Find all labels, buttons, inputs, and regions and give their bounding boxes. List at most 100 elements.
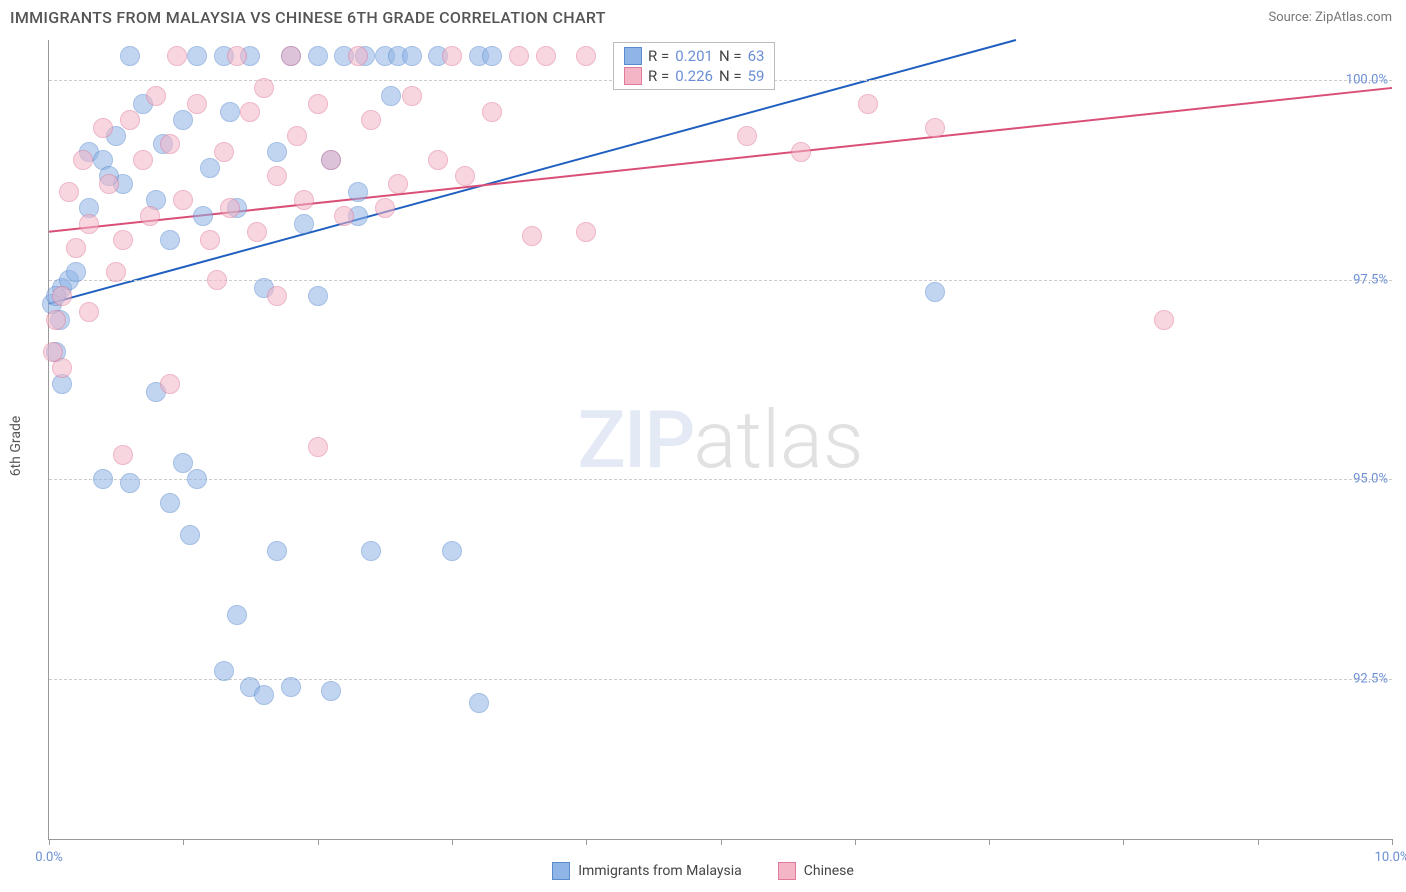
data-point-malaysia: [173, 110, 193, 130]
data-point-malaysia: [214, 661, 234, 681]
data-point-chinese: [106, 262, 126, 282]
x-tick-mark: [1392, 839, 1393, 845]
stat-n-value-chinese: 59: [748, 67, 765, 85]
data-point-malaysia: [348, 182, 368, 202]
watermark-part2: atlas: [693, 393, 863, 487]
x-tick-mark: [721, 839, 722, 845]
data-point-chinese: [187, 94, 207, 114]
data-point-malaysia: [361, 541, 381, 561]
data-point-chinese: [348, 46, 368, 66]
data-point-chinese: [173, 190, 193, 210]
stats-swatch-chinese: [624, 67, 642, 85]
data-point-malaysia: [254, 685, 274, 705]
x-tick-mark: [1258, 839, 1259, 845]
legend-label-malaysia: Immigrants from Malaysia: [578, 863, 742, 879]
data-point-chinese: [160, 134, 180, 154]
data-point-chinese: [482, 102, 502, 122]
data-point-malaysia: [308, 46, 328, 66]
data-point-chinese: [247, 222, 267, 242]
data-point-chinese: [113, 445, 133, 465]
data-point-malaysia: [187, 46, 207, 66]
data-point-malaysia: [267, 142, 287, 162]
data-point-malaysia: [180, 525, 200, 545]
x-tick-mark: [452, 839, 453, 845]
stat-n-label: N =: [719, 47, 742, 65]
watermark: ZIPatlas: [578, 393, 864, 487]
legend-swatch-malaysia: [552, 862, 570, 880]
data-point-chinese: [240, 102, 260, 122]
data-point-malaysia: [93, 469, 113, 489]
stat-n-label: N =: [719, 67, 742, 85]
data-point-chinese: [576, 46, 596, 66]
trend-lines: [49, 40, 1392, 839]
data-point-malaysia: [442, 541, 462, 561]
gridline-h: [49, 479, 1392, 480]
data-point-chinese: [220, 198, 240, 218]
y-axis-label: 6th Grade: [8, 416, 24, 477]
data-point-malaysia: [200, 158, 220, 178]
watermark-part1: ZIP: [578, 393, 694, 487]
data-point-chinese: [334, 206, 354, 226]
data-point-chinese: [120, 110, 140, 130]
data-point-malaysia: [308, 286, 328, 306]
data-point-chinese: [281, 46, 301, 66]
gridline-h: [49, 280, 1392, 281]
data-point-malaysia: [482, 46, 502, 66]
data-point-chinese: [536, 46, 556, 66]
stat-r-value-chinese: 0.226: [675, 67, 713, 85]
data-point-chinese: [214, 142, 234, 162]
data-point-chinese: [858, 94, 878, 114]
data-point-malaysia: [321, 681, 341, 701]
y-tick-label: 92.5%: [1353, 672, 1392, 687]
data-point-malaysia: [160, 230, 180, 250]
data-point-chinese: [140, 206, 160, 226]
x-tick-mark: [1123, 839, 1124, 845]
data-point-chinese: [509, 46, 529, 66]
data-point-chinese: [522, 226, 542, 246]
chart-title: IMMIGRANTS FROM MALAYSIA VS CHINESE 6TH …: [10, 8, 606, 27]
data-point-chinese: [737, 126, 757, 146]
data-point-chinese: [73, 150, 93, 170]
data-point-chinese: [43, 342, 63, 362]
legend-item-chinese: Chinese: [778, 862, 854, 880]
data-point-chinese: [925, 118, 945, 138]
legend-label-chinese: Chinese: [804, 863, 854, 879]
data-point-malaysia: [469, 693, 489, 713]
data-point-chinese: [402, 86, 422, 106]
data-point-malaysia: [281, 677, 301, 697]
data-point-chinese: [308, 437, 328, 457]
data-point-malaysia: [120, 473, 140, 493]
data-point-chinese: [227, 46, 247, 66]
data-point-chinese: [361, 110, 381, 130]
data-point-malaysia: [227, 605, 247, 625]
legend-item-malaysia: Immigrants from Malaysia: [552, 862, 742, 880]
legend-swatch-chinese: [778, 862, 796, 880]
stats-box: R =0.201N =63R =0.226N =59: [613, 42, 775, 90]
data-point-chinese: [1154, 310, 1174, 330]
y-tick-label: 97.5%: [1353, 272, 1392, 287]
data-point-chinese: [308, 94, 328, 114]
chart-header: IMMIGRANTS FROM MALAYSIA VS CHINESE 6TH …: [0, 0, 1406, 35]
x-tick-mark: [855, 839, 856, 845]
data-point-chinese: [113, 230, 133, 250]
data-point-chinese: [146, 86, 166, 106]
data-point-chinese: [254, 78, 274, 98]
data-point-chinese: [200, 230, 220, 250]
y-tick-label: 95.0%: [1353, 472, 1392, 487]
data-point-chinese: [576, 222, 596, 242]
data-point-chinese: [321, 150, 341, 170]
data-point-malaysia: [66, 262, 86, 282]
data-point-chinese: [428, 150, 448, 170]
data-point-chinese: [160, 374, 180, 394]
data-point-malaysia: [120, 46, 140, 66]
data-point-chinese: [294, 190, 314, 210]
data-point-chinese: [287, 126, 307, 146]
stat-n-value-malaysia: 63: [748, 47, 765, 65]
stat-r-label: R =: [648, 47, 669, 65]
x-tick-mark: [586, 839, 587, 845]
stat-r-label: R =: [648, 67, 669, 85]
data-point-chinese: [207, 270, 227, 290]
data-point-chinese: [79, 302, 99, 322]
data-point-chinese: [52, 286, 72, 306]
data-point-chinese: [66, 238, 86, 258]
